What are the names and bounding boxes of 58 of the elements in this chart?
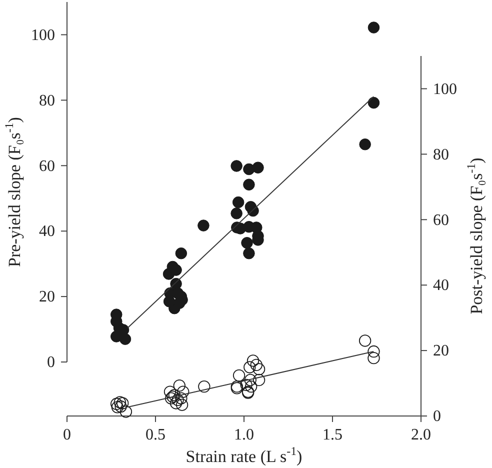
y-tick-label: 60 bbox=[39, 158, 55, 175]
point bbox=[172, 394, 184, 406]
y-tick-label: 80 bbox=[39, 92, 55, 110]
point bbox=[232, 369, 246, 382]
point bbox=[232, 196, 244, 208]
point bbox=[110, 398, 123, 410]
y2-tick-label: 0 bbox=[433, 408, 441, 426]
point bbox=[359, 138, 371, 150]
point bbox=[170, 397, 182, 410]
point bbox=[163, 296, 176, 308]
point bbox=[198, 220, 210, 232]
y2-tick-label: 60 bbox=[433, 212, 449, 229]
point bbox=[173, 379, 186, 392]
y-tick-label: 20 bbox=[39, 288, 55, 306]
y-tick-label: 40 bbox=[39, 223, 55, 240]
x-axis-title: Strain rate (L s$^{-1}$) bbox=[186, 444, 302, 466]
point bbox=[241, 236, 253, 249]
y-tick-label: 100 bbox=[31, 26, 55, 44]
y-tick-label: 0 bbox=[47, 354, 55, 372]
point bbox=[250, 358, 262, 372]
y2-tick-label: 40 bbox=[433, 277, 449, 294]
point bbox=[120, 406, 132, 418]
point bbox=[230, 208, 242, 220]
x-tick-label: 0 bbox=[63, 426, 71, 444]
point bbox=[111, 401, 124, 414]
x-tick-label: 0.5 bbox=[146, 426, 166, 444]
point bbox=[244, 374, 256, 386]
point bbox=[164, 386, 176, 398]
point bbox=[368, 96, 380, 109]
x-tick-label: 1.5 bbox=[322, 426, 342, 444]
point bbox=[114, 400, 127, 413]
x-tick-label: 2.0 bbox=[411, 426, 431, 444]
point bbox=[175, 247, 188, 260]
y2-tick-label: 80 bbox=[433, 146, 449, 164]
point bbox=[368, 352, 380, 364]
point bbox=[243, 247, 255, 260]
point bbox=[230, 160, 242, 172]
point bbox=[252, 374, 266, 386]
point bbox=[244, 361, 256, 374]
point bbox=[252, 363, 266, 376]
point bbox=[177, 386, 190, 398]
point bbox=[119, 333, 132, 345]
point bbox=[116, 397, 129, 410]
point bbox=[243, 178, 255, 190]
point bbox=[176, 398, 188, 411]
point bbox=[368, 345, 380, 358]
point bbox=[368, 22, 380, 34]
point bbox=[246, 354, 260, 367]
point bbox=[198, 380, 210, 393]
point bbox=[358, 334, 372, 347]
y2-tick-label: 20 bbox=[433, 342, 449, 360]
x-tick-label: 1.0 bbox=[234, 426, 254, 444]
point bbox=[240, 378, 252, 391]
point bbox=[252, 162, 264, 174]
point bbox=[244, 380, 258, 393]
point bbox=[114, 396, 126, 408]
y2-tick-label: 100 bbox=[433, 80, 457, 98]
point bbox=[175, 392, 188, 404]
